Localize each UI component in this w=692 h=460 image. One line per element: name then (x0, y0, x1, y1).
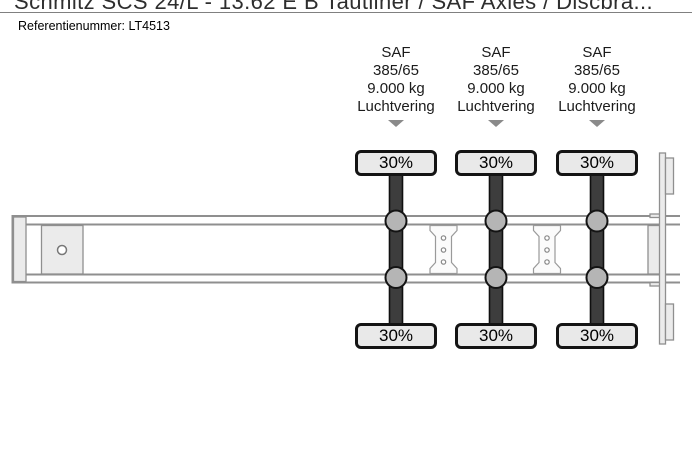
arrow-down-icon (488, 120, 504, 127)
axle-bars (388, 161, 605, 339)
axle-3-label: SAF 385/65 9.000 kg Luchtvering (542, 44, 652, 127)
axle-2-hub-top (484, 209, 508, 233)
page-title: Schmitz SCS 24/L - 13.62 E B Tautliner /… (14, 0, 653, 11)
axle-1-hub-top (384, 209, 408, 233)
axle-1-tyre-top: 30% (355, 150, 437, 176)
cross-member-2 (532, 224, 562, 275)
axle-1-tyre-bottom: 30% (355, 323, 437, 349)
axle-3-brand: SAF (582, 44, 612, 61)
axle-1-tyre-size: 385/65 (373, 62, 419, 79)
axle-1-load: 9.000 kg (367, 80, 425, 97)
axle-1-suspension: Luchtvering (357, 98, 435, 115)
axle-3-hub-top (585, 209, 609, 233)
kingpin-icon (56, 244, 68, 256)
arrow-down-icon (388, 120, 404, 127)
axle-3-hub-bottom (585, 266, 609, 289)
axle-2-bar (488, 161, 504, 339)
rear-cross-member (647, 224, 661, 275)
axle-2-hub-bottom (484, 266, 508, 289)
axle-2-tyre-top: 30% (455, 150, 537, 176)
axle-3-tyre-top: 30% (556, 150, 638, 176)
header-divider (0, 12, 692, 13)
axle-2-suspension: Luchtvering (457, 98, 535, 115)
suspension-hubs (384, 209, 609, 289)
axle-2-tyre-bottom: 30% (455, 323, 537, 349)
axle-3-load: 9.000 kg (568, 80, 626, 97)
front-cap (12, 216, 27, 283)
axle-1-label: SAF 385/65 9.000 kg Luchtvering (341, 44, 451, 127)
axle-3-tyre-bottom: 30% (556, 323, 638, 349)
axle-2-label: SAF 385/65 9.000 kg Luchtvering (441, 44, 551, 127)
rear-marker-bottom (664, 303, 675, 341)
axle-3-tyre-size: 385/65 (574, 62, 620, 79)
axle-1-bar (388, 161, 404, 339)
arrow-down-icon (589, 120, 605, 127)
axle-2-brand: SAF (481, 44, 511, 61)
reference-number: Referentienummer: LT4513 (18, 19, 170, 33)
axle-1-hub-bottom (384, 266, 408, 289)
front-section (12, 216, 84, 283)
rear-marker-top (664, 157, 675, 195)
axle-2-tyre-size: 385/65 (473, 62, 519, 79)
axle-3-suspension: Luchtvering (558, 98, 636, 115)
cross-members (429, 224, 562, 275)
chassis-frame (11, 215, 680, 284)
cross-member-1 (429, 224, 458, 275)
rear-section (647, 152, 675, 345)
axle-3-bar (589, 161, 605, 339)
rear-bumper-bar (658, 152, 667, 345)
page-title-clip: Schmitz SCS 24/L - 13.62 E B Tautliner /… (0, 0, 692, 11)
axle-1-brand: SAF (381, 44, 411, 61)
axle-2-load: 9.000 kg (467, 80, 525, 97)
